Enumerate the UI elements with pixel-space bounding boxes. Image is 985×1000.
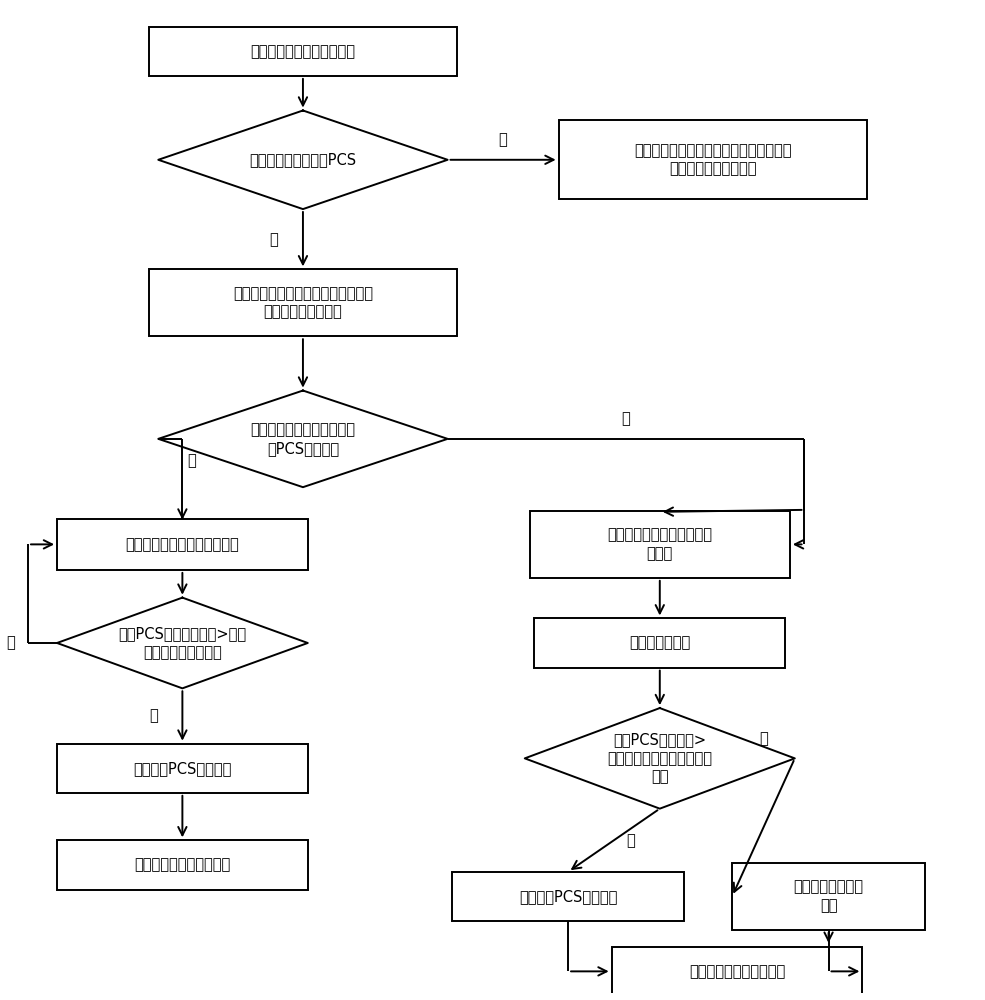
Polygon shape (57, 598, 307, 688)
Polygon shape (525, 708, 795, 809)
Text: 旋转电机作为主电源运行: 旋转电机作为主电源运行 (689, 964, 785, 979)
Text: 否: 否 (149, 708, 158, 723)
FancyBboxPatch shape (149, 269, 457, 336)
Text: 通知储能PCS模式切换: 通知储能PCS模式切换 (133, 761, 231, 776)
Text: 旋转电机并网冲击电流＜储
能PCS保护电流: 旋转电机并网冲击电流＜储 能PCS保护电流 (250, 422, 356, 456)
Polygon shape (159, 391, 447, 487)
FancyBboxPatch shape (57, 840, 307, 890)
FancyBboxPatch shape (558, 120, 867, 199)
FancyBboxPatch shape (57, 519, 307, 570)
Text: 启动该旋转电机: 启动该旋转电机 (629, 635, 690, 650)
Text: 是: 是 (6, 635, 15, 650)
Text: 储能PCS当前功率>
启动的旋转电机最大发电量
总和: 储能PCS当前功率> 启动的旋转电机最大发电量 总和 (608, 732, 712, 784)
Text: 通知储能PCS模式切换: 通知储能PCS模式切换 (519, 889, 618, 904)
Text: 当前主控电源为储能PCS: 当前主控电源为储能PCS (249, 152, 357, 167)
Text: 是: 是 (759, 731, 768, 746)
Text: 断开最大容量旋转电机机端
断路器: 断开最大容量旋转电机机端 断路器 (608, 528, 712, 561)
FancyBboxPatch shape (535, 618, 785, 668)
Text: 储能PCS当前出力功率>已启
动旋转电机出力总和: 储能PCS当前出力功率>已启 动旋转电机出力总和 (118, 626, 246, 660)
Text: 是: 是 (188, 453, 196, 468)
Text: 判断储能剩余容量过低，可再生能源
不能支撑所有的负荷: 判断储能剩余容量过低，可再生能源 不能支撑所有的负荷 (232, 286, 373, 320)
Text: 当前主控电源为旋转电机，需增加其他旋
转电源维持供电可靠性: 当前主控电源为旋转电机，需增加其他旋 转电源维持供电可靠性 (634, 143, 792, 177)
Text: 否: 否 (622, 412, 630, 427)
Text: 启动一台容量最大的旋转电机: 启动一台容量最大的旋转电机 (125, 537, 239, 552)
FancyBboxPatch shape (612, 947, 862, 996)
Text: 否: 否 (626, 833, 635, 848)
FancyBboxPatch shape (530, 511, 790, 578)
FancyBboxPatch shape (149, 27, 457, 76)
FancyBboxPatch shape (452, 872, 684, 921)
Text: 旋转电机作为主电源运行: 旋转电机作为主电源运行 (134, 857, 230, 872)
Text: 否: 否 (498, 133, 507, 148)
FancyBboxPatch shape (732, 863, 925, 930)
Polygon shape (159, 110, 447, 209)
Text: 根据可靠性计算切换主电源: 根据可靠性计算切换主电源 (250, 44, 356, 59)
Text: 是: 是 (270, 232, 279, 247)
FancyBboxPatch shape (57, 744, 307, 793)
Text: 已启动的旋转电机
并网: 已启动的旋转电机 并网 (794, 880, 864, 913)
